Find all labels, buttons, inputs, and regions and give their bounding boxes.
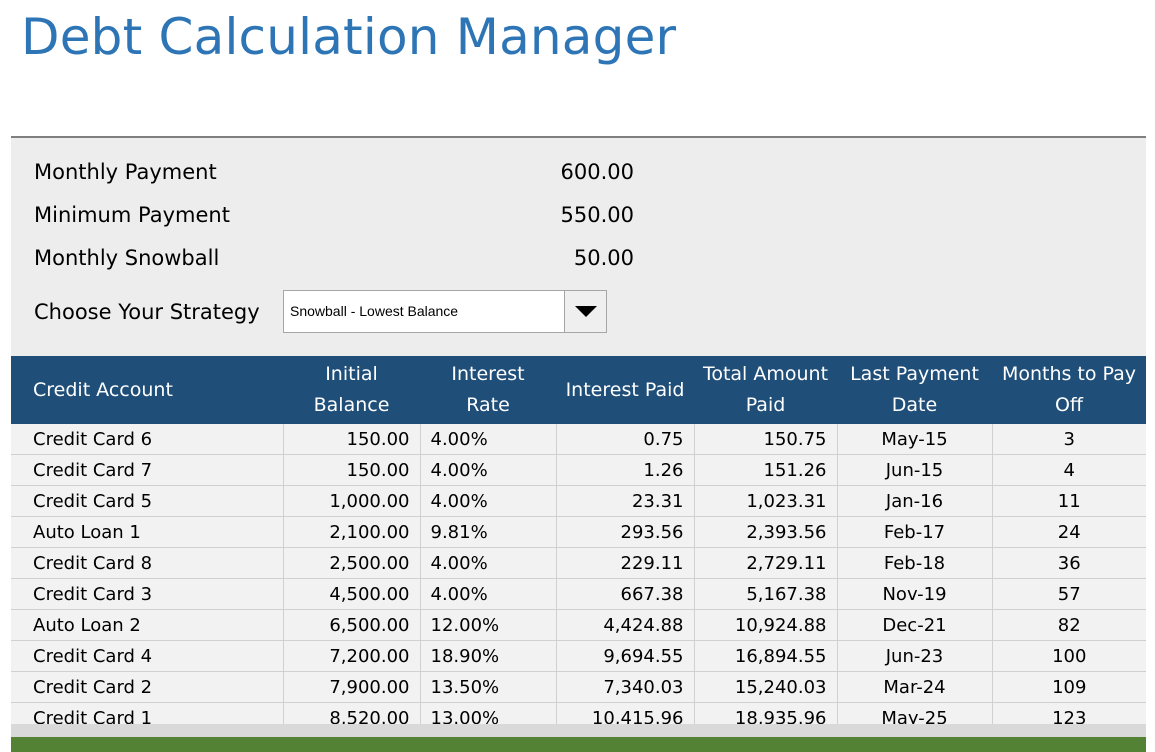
cell-initial-balance[interactable]: 7,900.00 (283, 671, 421, 703)
cell-months-to-pay-off[interactable]: 11 (992, 485, 1146, 517)
table-row: Credit Card 7 150.00 4.00% 1.26 151.26 Jun-15… (11, 454, 1146, 486)
cell-interest-rate[interactable]: 4.00% (420, 578, 557, 610)
monthly-snowball-value[interactable]: 50.00 (573, 246, 634, 270)
cell-months-to-pay-off[interactable]: 3 (992, 424, 1146, 455)
table-row: Credit Card 2 7,900.00 13.50% 7,340.03 15,24… (11, 671, 1146, 703)
cell-last-payment-date[interactable]: Jun-15 (837, 454, 993, 486)
cell-interest-paid[interactable]: 9,694.55 (556, 640, 695, 672)
table-row: Credit Card 3 4,500.00 4.00% 667.38 5,167.38… (11, 578, 1146, 610)
cell-months-to-pay-off[interactable]: 57 (992, 578, 1146, 610)
minimum-payment-value[interactable]: 550.00 (560, 203, 634, 227)
cell-credit-account[interactable]: Credit Card 6 (11, 424, 284, 455)
cell-interest-rate[interactable]: 4.00% (420, 454, 557, 486)
cell-months-to-pay-off[interactable]: 109 (992, 671, 1146, 703)
cell-last-payment-date[interactable]: Dec-21 (837, 609, 993, 641)
cell-initial-balance[interactable]: 2,500.00 (283, 547, 421, 579)
minimum-payment-label: Minimum Payment (34, 203, 230, 227)
header-interest-rate: Interest Rate (420, 356, 556, 424)
cell-total-amount-paid[interactable]: 10,924.88 (694, 609, 838, 641)
page-title: Debt Calculation Manager (21, 8, 677, 66)
cell-interest-rate[interactable]: 9.81% (420, 516, 557, 548)
cell-interest-rate[interactable]: 18.90% (420, 640, 557, 672)
cell-total-amount-paid[interactable]: 151.26 (694, 454, 838, 486)
table-row: Credit Card 4 7,200.00 18.90% 9,694.55 16,89… (11, 640, 1146, 672)
cell-credit-account[interactable]: Auto Loan 1 (11, 516, 284, 548)
cell-months-to-pay-off[interactable]: 82 (992, 609, 1146, 641)
header-interest-paid: Interest Paid (556, 356, 694, 424)
cell-last-payment-date[interactable]: Feb-17 (837, 516, 993, 548)
header-total-amount-paid: Total Amount Paid (694, 356, 837, 424)
footer-bar (11, 737, 1146, 752)
table-row: Credit Card 5 1,000.00 4.00% 23.31 1,023.31 J… (11, 485, 1146, 517)
cell-initial-balance[interactable]: 1,000.00 (283, 485, 421, 517)
monthly-snowball-label: Monthly Snowball (34, 246, 220, 270)
cell-months-to-pay-off[interactable]: 24 (992, 516, 1146, 548)
cell-last-payment-date[interactable]: Jun-23 (837, 640, 993, 672)
header-initial-balance: Initial Balance (283, 356, 420, 424)
summary-panel: Monthly Payment 600.00 Minimum Payment 5… (11, 136, 1146, 358)
cell-interest-paid[interactable]: 23.31 (556, 485, 695, 517)
cell-credit-account[interactable]: Credit Card 4 (11, 640, 284, 672)
cell-total-amount-paid[interactable]: 1,023.31 (694, 485, 838, 517)
cell-total-amount-paid[interactable]: 2,393.56 (694, 516, 838, 548)
debt-table: Credit Account Initial Balance Interest … (11, 356, 1146, 734)
cell-total-amount-paid[interactable]: 15,240.03 (694, 671, 838, 703)
cell-interest-paid[interactable]: 1.26 (556, 454, 695, 486)
cell-total-amount-paid[interactable]: 16,894.55 (694, 640, 838, 672)
cell-last-payment-date[interactable]: Jan-16 (837, 485, 993, 517)
table-row: Credit Card 6 150.00 4.00% 0.75 150.75 May-15… (11, 424, 1146, 455)
header-months-to-pay-off: Months to Pay Off (992, 356, 1146, 424)
strategy-selected-value[interactable]: Snowball - Lowest Balance (290, 303, 459, 319)
table-header-row: Credit Account Initial Balance Interest … (11, 356, 1146, 424)
cell-credit-account[interactable]: Credit Card 3 (11, 578, 284, 610)
cell-interest-paid[interactable]: 229.11 (556, 547, 695, 579)
footer-divider (11, 724, 1146, 737)
cell-credit-account[interactable]: Credit Card 8 (11, 547, 284, 579)
cell-total-amount-paid[interactable]: 2,729.11 (694, 547, 838, 579)
cell-interest-rate[interactable]: 12.00% (420, 609, 557, 641)
cell-last-payment-date[interactable]: May-15 (837, 424, 993, 455)
chevron-down-icon (575, 306, 597, 317)
cell-last-payment-date[interactable]: Mar-24 (837, 671, 993, 703)
cell-months-to-pay-off[interactable]: 100 (992, 640, 1146, 672)
cell-initial-balance[interactable]: 2,100.00 (283, 516, 421, 548)
cell-last-payment-date[interactable]: Feb-18 (837, 547, 993, 579)
strategy-label: Choose Your Strategy (34, 300, 260, 324)
header-last-payment-date: Last Payment Date (837, 356, 992, 424)
cell-credit-account[interactable]: Auto Loan 2 (11, 609, 284, 641)
cell-interest-rate[interactable]: 4.00% (420, 424, 557, 455)
cell-initial-balance[interactable]: 4,500.00 (283, 578, 421, 610)
dropdown-arrow-button[interactable] (564, 291, 606, 332)
cell-credit-account[interactable]: Credit Card 2 (11, 671, 284, 703)
cell-interest-rate[interactable]: 4.00% (420, 547, 557, 579)
cell-interest-paid[interactable]: 0.75 (556, 424, 695, 455)
cell-interest-paid[interactable]: 667.38 (556, 578, 695, 610)
cell-interest-paid[interactable]: 4,424.88 (556, 609, 695, 641)
cell-credit-account[interactable]: Credit Card 7 (11, 454, 284, 486)
cell-credit-account[interactable]: Credit Card 5 (11, 485, 284, 517)
header-credit-account: Credit Account (11, 356, 283, 424)
table-row: Auto Loan 2 6,500.00 12.00% 4,424.88 10,924.… (11, 609, 1146, 641)
cell-interest-rate[interactable]: 13.50% (420, 671, 557, 703)
monthly-payment-value[interactable]: 600.00 (560, 160, 634, 184)
strategy-dropdown[interactable]: Snowball - Lowest Balance (283, 290, 607, 333)
table-row: Credit Card 8 2,500.00 4.00% 229.11 2,729.11… (11, 547, 1146, 579)
cell-months-to-pay-off[interactable]: 36 (992, 547, 1146, 579)
cell-total-amount-paid[interactable]: 150.75 (694, 424, 838, 455)
cell-initial-balance[interactable]: 7,200.00 (283, 640, 421, 672)
cell-interest-paid[interactable]: 7,340.03 (556, 671, 695, 703)
cell-last-payment-date[interactable]: Nov-19 (837, 578, 993, 610)
cell-interest-paid[interactable]: 293.56 (556, 516, 695, 548)
cell-initial-balance[interactable]: 150.00 (283, 454, 421, 486)
cell-initial-balance[interactable]: 6,500.00 (283, 609, 421, 641)
cell-total-amount-paid[interactable]: 5,167.38 (694, 578, 838, 610)
table-row: Auto Loan 1 2,100.00 9.81% 293.56 2,393.56 Fe… (11, 516, 1146, 548)
cell-months-to-pay-off[interactable]: 4 (992, 454, 1146, 486)
monthly-payment-label: Monthly Payment (34, 160, 217, 184)
cell-initial-balance[interactable]: 150.00 (283, 424, 421, 455)
cell-interest-rate[interactable]: 4.00% (420, 485, 557, 517)
